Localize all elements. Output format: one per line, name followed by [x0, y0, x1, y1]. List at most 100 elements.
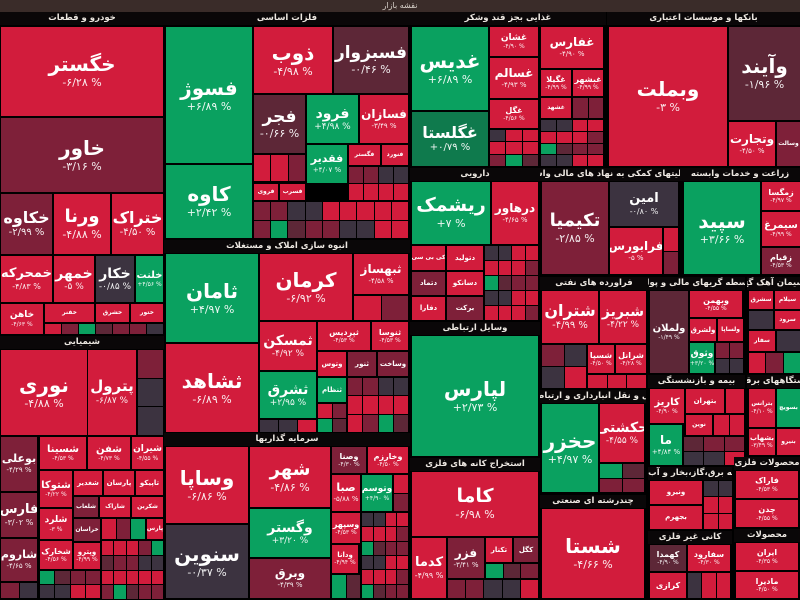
mini-tile[interactable]	[542, 345, 564, 366]
mini-tile[interactable]	[718, 481, 732, 497]
mini-tile[interactable]	[385, 513, 397, 527]
stock-tile[interactable]: چدن -۴/۵۵ %	[736, 500, 798, 527]
mini-tile[interactable]	[373, 513, 385, 527]
stock-tile[interactable]: وخارزم -۴/۵۰ %	[368, 447, 408, 473]
mini-tile[interactable]	[541, 155, 556, 166]
stock-tile[interactable]: کاوه +۲/۴۲ %	[166, 165, 252, 238]
mini-tile[interactable]	[139, 541, 151, 555]
stock-tile[interactable]: کدما -۴/۹۹ %	[412, 538, 446, 598]
mini-tile[interactable]	[512, 306, 525, 320]
stock-tile[interactable]: فنورد	[382, 145, 408, 165]
stock-tile[interactable]: فسبزوار -۰/۴۶ %	[334, 27, 408, 93]
stock-tile[interactable]: غشان -۴/۹۰ %	[490, 27, 538, 56]
mini-tile[interactable]	[279, 420, 297, 432]
mini-tile[interactable]	[556, 120, 572, 131]
mini-tile[interactable]	[485, 306, 498, 320]
stock-tile[interactable]: شلعاب	[74, 497, 98, 517]
mini-tile[interactable]	[490, 130, 506, 142]
stock-tile[interactable]: وتجارت -۴/۵۰ %	[729, 122, 775, 166]
mini-tile[interactable]	[572, 155, 588, 166]
stock-tile[interactable]: وآیند -۱/۹۶ %	[729, 27, 800, 120]
stock-tile[interactable]: ولملان -۱/۴۹ %	[650, 291, 688, 373]
stock-tile[interactable]: وسپهر -۴/۵۳ %	[332, 513, 360, 543]
stock-tile[interactable]: سفارود -۴/۳۰ %	[688, 545, 730, 571]
stock-tile[interactable]: بشهاب -۳/۴۹ %	[749, 429, 775, 455]
stock-tile[interactable]: غشهد	[541, 98, 571, 118]
stock-tile[interactable]: غفارس -۴/۹۰ %	[541, 27, 603, 68]
mini-tile[interactable]	[114, 585, 126, 599]
stock-tile[interactable]: ورنا -۴/۸۸ %	[54, 194, 110, 254]
stock-tile[interactable]: صبا -۵/۸۸ %	[332, 475, 360, 511]
stock-tile[interactable]: فروی	[254, 184, 278, 200]
mini-tile[interactable]	[498, 261, 511, 275]
mini-tile[interactable]	[622, 478, 644, 492]
stock-tile[interactable]: شسینا -۴/۵۳ %	[40, 437, 86, 469]
mini-tile[interactable]	[55, 571, 70, 584]
stock-tile[interactable]: ثامان +۴/۹۷ %	[166, 254, 258, 342]
mini-tile[interactable]	[485, 291, 498, 305]
stock-tile[interactable]: وساخت	[378, 352, 408, 376]
mini-tile[interactable]	[525, 291, 538, 305]
mini-tile[interactable]	[607, 375, 627, 388]
mini-tile[interactable]	[485, 276, 498, 290]
mini-tile[interactable]	[394, 475, 408, 493]
mini-tile[interactable]	[362, 556, 373, 570]
stock-tile[interactable]: ثپردیس -۴/۵۳ %	[318, 322, 370, 350]
stock-tile[interactable]: سرود	[775, 311, 800, 329]
stock-tile[interactable]: شخارک -۴/۵۶ %	[40, 541, 72, 569]
mini-tile[interactable]	[379, 184, 393, 200]
mini-tile[interactable]	[151, 585, 163, 599]
stock-tile[interactable]: بجهرم	[650, 506, 702, 529]
stock-tile[interactable]: خراسان	[74, 519, 100, 541]
mini-tile[interactable]	[362, 570, 373, 584]
mini-tile[interactable]	[385, 527, 397, 541]
mini-tile[interactable]	[126, 555, 139, 570]
stock-tile[interactable]: ما +۴/۸۴ %	[650, 425, 682, 465]
mini-tile[interactable]	[139, 585, 151, 599]
stock-tile[interactable]: زمگسا -۴/۹۷ %	[762, 182, 800, 210]
stock-tile[interactable]: شکربن	[132, 497, 163, 517]
mini-tile[interactable]	[704, 451, 724, 465]
mini-tile[interactable]	[393, 378, 408, 396]
stock-tile[interactable]: ذوب -۴/۹۸ %	[254, 27, 332, 93]
mini-tile[interactable]	[362, 541, 373, 555]
mini-tile[interactable]	[718, 497, 732, 513]
stock-tile[interactable]: فسازان -۳/۴۹ %	[360, 95, 408, 143]
stock-tile[interactable]: ختراک -۴/۵۰ %	[112, 194, 163, 254]
stock-tile[interactable]: وصنا -۴/۳۰ %	[332, 447, 366, 473]
stock-tile[interactable]: سشرق	[749, 291, 773, 309]
mini-tile[interactable]	[573, 98, 588, 118]
mini-tile[interactable]	[512, 291, 525, 305]
mini-tile[interactable]	[506, 142, 522, 154]
mini-tile[interactable]	[718, 513, 732, 529]
mini-tile[interactable]	[318, 404, 332, 418]
stock-tile[interactable]: ثمسکن -۴/۹۲ %	[260, 322, 316, 370]
mini-tile[interactable]	[521, 564, 538, 578]
mini-tile[interactable]	[397, 570, 408, 584]
mini-tile[interactable]	[363, 396, 378, 414]
mini-tile[interactable]	[130, 324, 146, 334]
mini-tile[interactable]	[364, 184, 378, 200]
mini-tile[interactable]	[138, 407, 163, 435]
mini-tile[interactable]	[512, 261, 525, 275]
stock-tile[interactable]: سیلام	[775, 291, 800, 309]
mini-tile[interactable]	[385, 541, 397, 555]
mini-tile[interactable]	[147, 324, 163, 334]
stock-tile[interactable]: کرازی	[650, 573, 686, 598]
mini-tile[interactable]	[572, 120, 588, 131]
mini-tile[interactable]	[332, 575, 346, 598]
mini-tile[interactable]	[564, 345, 586, 366]
mini-tile[interactable]	[288, 202, 305, 220]
mini-tile[interactable]	[131, 519, 145, 539]
mini-tile[interactable]	[332, 404, 346, 418]
mini-tile[interactable]	[397, 513, 408, 527]
mini-tile[interactable]	[684, 437, 704, 451]
mini-tile[interactable]	[55, 585, 70, 598]
stock-tile[interactable]: ونیرو	[650, 481, 702, 504]
stock-tile[interactable]: دفارا	[412, 297, 445, 320]
stock-tile[interactable]: شغدیر	[74, 471, 102, 495]
stock-tile[interactable]: امین -۰/۸۰ %	[610, 182, 678, 226]
mini-tile[interactable]	[348, 396, 363, 414]
stock-tile[interactable]: لپارس +۲/۷۳ %	[412, 336, 538, 456]
stock-tile[interactable]: نوری -۴/۸۸ %	[1, 350, 87, 435]
